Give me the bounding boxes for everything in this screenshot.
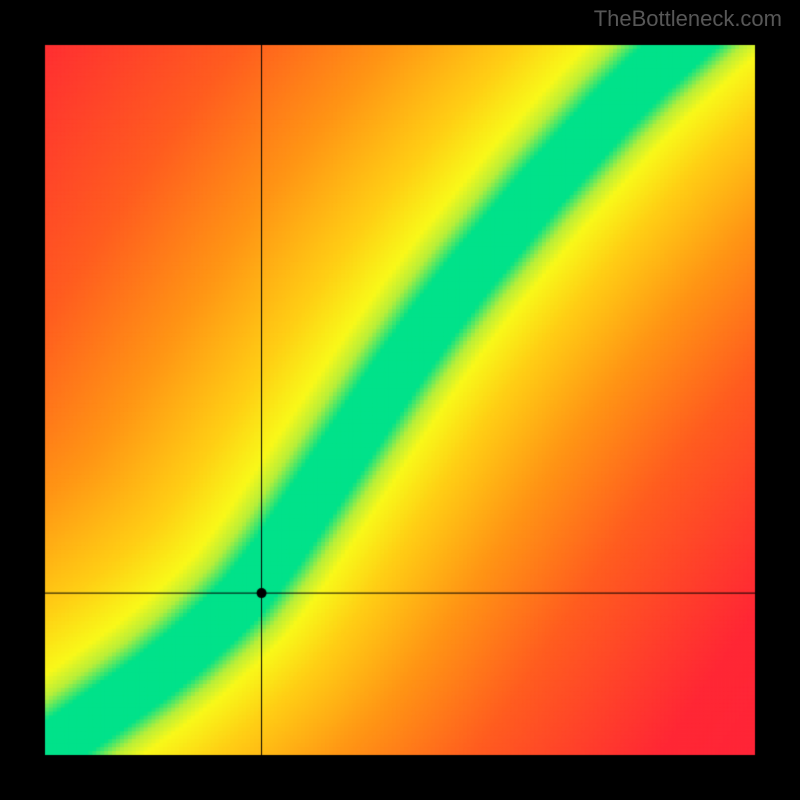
chart-container: { "watermark": "TheBottleneck.com", "cha…	[0, 0, 800, 800]
bottleneck-heatmap	[0, 0, 800, 800]
watermark-label: TheBottleneck.com	[594, 6, 782, 32]
